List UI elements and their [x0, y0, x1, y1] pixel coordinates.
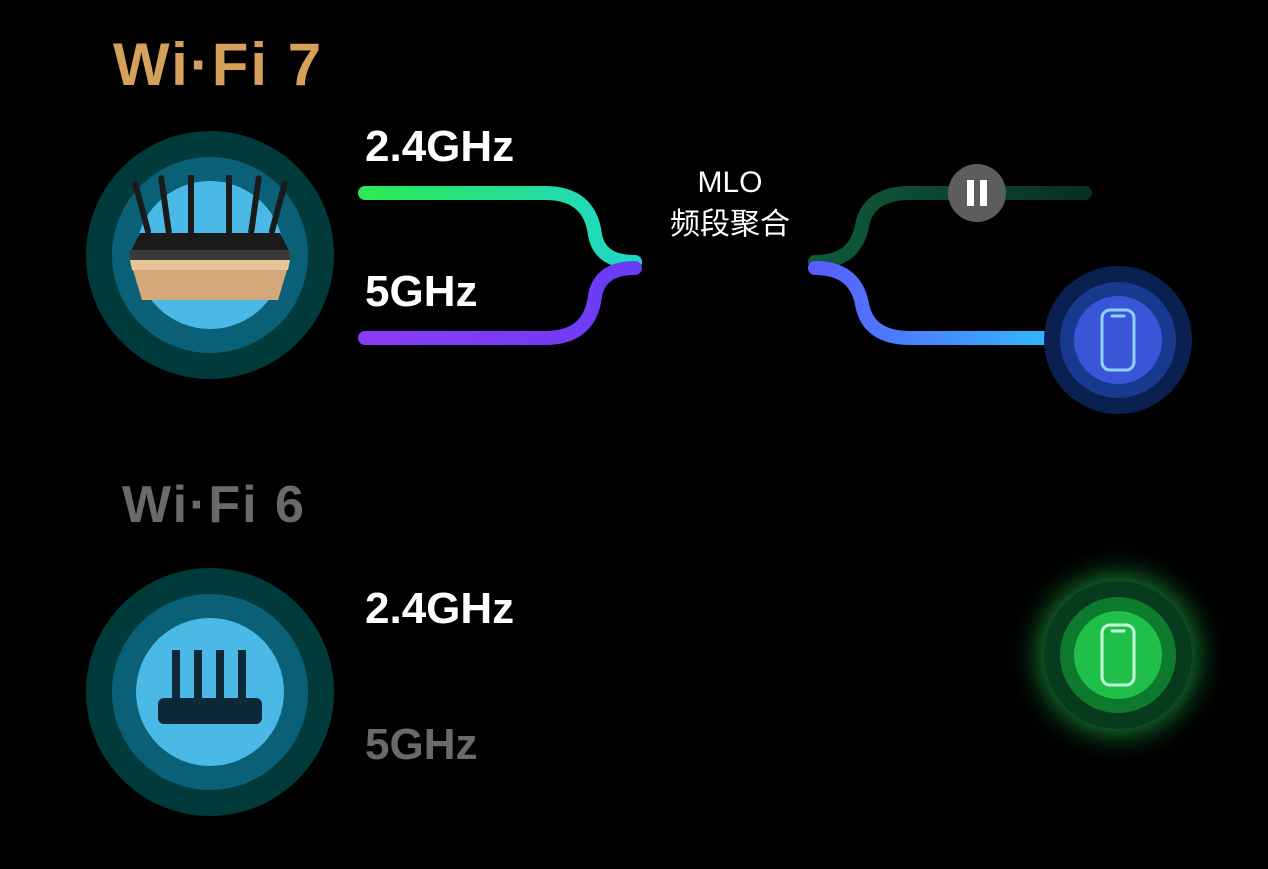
wifi7-title: Wi·Fi 7 — [113, 30, 323, 99]
wifi7-phone-icon — [1098, 308, 1138, 372]
wifi6-24ghz-label: 2.4GHz — [365, 584, 514, 634]
wifi6-router-icon — [150, 640, 270, 740]
wifi7-mlo-label: MLO 频段聚合 — [630, 162, 830, 246]
wifi7-router-device — [118, 175, 302, 315]
wifi6-title: Wi·Fi 6 — [122, 475, 306, 535]
wifi7-24ghz-label: 2.4GHz — [365, 122, 514, 172]
wifi7-pause-icon — [948, 164, 1006, 222]
mlo-line2: 频段聚合 — [670, 208, 790, 241]
wifi7-path-24 — [365, 193, 635, 262]
wifi7-path-out-bottom — [815, 268, 1070, 338]
wifi7-5ghz-label: 5GHz — [365, 267, 477, 317]
wifi6-phone-icon — [1098, 623, 1138, 687]
mlo-line1: MLO — [697, 166, 762, 199]
wifi6-5ghz-label: 5GHz — [365, 720, 477, 770]
